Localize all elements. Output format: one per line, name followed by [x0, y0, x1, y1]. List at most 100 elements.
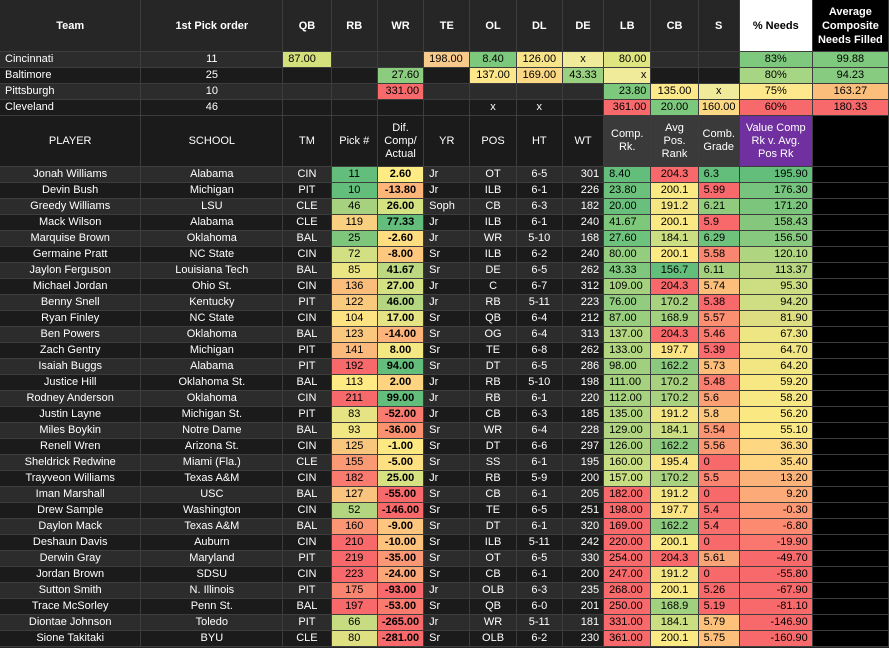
row-spacer: [812, 294, 889, 311]
player-cell: 197.7: [650, 502, 699, 519]
player-cell: 0: [698, 566, 740, 583]
row-spacer: [812, 166, 889, 183]
player-cell: 0: [698, 486, 740, 503]
player-cell: 5.4: [698, 502, 740, 519]
player-header-cell: Value Comp Rk v. Avg. Pos Rk: [739, 115, 813, 167]
player-cell: CLE: [282, 198, 332, 215]
player-school: Penn St.: [140, 598, 284, 615]
player-cell: 200.1: [650, 582, 699, 599]
player-cell: 5-9: [516, 470, 563, 487]
player-name: Miles Boykin: [0, 422, 142, 439]
row-spacer: [812, 230, 889, 247]
player-cell: PIT: [282, 550, 332, 567]
player-header-row: PLAYER SCHOOL TM Pick # Dif. Comp/ Actual YR P…: [0, 115, 889, 167]
player-cell: 8.40: [603, 166, 652, 183]
player-cell: 192: [331, 358, 378, 375]
player-cell: -24.00: [377, 566, 425, 583]
player-cell: 27.00: [377, 278, 425, 295]
player-cell: Sr: [423, 438, 471, 455]
player-cell: 133.00: [603, 342, 652, 359]
player-cell: 228: [562, 422, 605, 439]
team-cell: [423, 99, 471, 116]
player-cell: Jr: [423, 214, 471, 231]
player-school: BYU: [140, 630, 284, 647]
player-header-cell: HT: [516, 115, 563, 167]
player-cell: QB: [469, 310, 517, 327]
player-cell: 5.6: [698, 390, 740, 407]
player-cell: 113: [331, 374, 378, 391]
player-cell: 66: [331, 614, 378, 631]
player-cell: 81.90: [739, 310, 813, 327]
player-cell: Sr: [423, 246, 471, 263]
player-name: Jordan Brown: [0, 566, 142, 583]
row-spacer: [812, 422, 889, 439]
player-name: Sione Takitaki: [0, 630, 142, 647]
player-cell: 5.54: [698, 422, 740, 439]
player-cell: 112.00: [603, 390, 652, 407]
player-cell: 195: [562, 454, 605, 471]
player-cell: 184.1: [650, 614, 699, 631]
player-cell: 198: [562, 374, 605, 391]
team-name: Pittsburgh: [0, 83, 142, 100]
row-spacer: [812, 454, 889, 471]
player-cell: 201: [562, 598, 605, 615]
row-spacer: [812, 598, 889, 615]
team-row: Cincinnati 11 87.00 198.00 8.40 126.00 x 80.00 8…: [0, 51, 889, 68]
player-cell: 211: [331, 390, 378, 407]
player-school: Auburn: [140, 534, 284, 551]
player-school: Arizona St.: [140, 438, 284, 455]
player-cell: 6-6: [516, 438, 563, 455]
row-spacer: [812, 342, 889, 359]
team-cell: 180.33: [812, 99, 889, 116]
player-cell: 195.90: [739, 166, 813, 183]
player-cell: 197: [331, 598, 378, 615]
player-cell: 64.20: [739, 358, 813, 375]
player-cell: 5.38: [698, 294, 740, 311]
player-cell: 58.20: [739, 390, 813, 407]
player-cell: 85: [331, 262, 378, 279]
player-cell: 5-11: [516, 614, 563, 631]
player-cell: 223: [562, 294, 605, 311]
player-cell: 251: [562, 502, 605, 519]
player-cell: 5.74: [698, 278, 740, 295]
team-cell: 331.00: [377, 83, 425, 100]
player-cell: SS: [469, 454, 517, 471]
team-header-row: Team 1st Pick order QB RB WR TE OL DL DE LB CB S% N…: [0, 0, 889, 52]
player-school: Oklahoma: [140, 390, 284, 407]
team-row: Baltimore 25 27.60 137.00 169.00 43.33 x 80% 94.…: [0, 67, 889, 84]
team-cell: [377, 99, 425, 116]
row-spacer: [812, 406, 889, 423]
player-cell: CLE: [282, 454, 332, 471]
player-cell: 83: [331, 406, 378, 423]
player-cell: 23.80: [603, 182, 652, 199]
player-cell: 5.61: [698, 550, 740, 567]
player-cell: -146.00: [377, 502, 425, 519]
player-cell: 250.00: [603, 598, 652, 615]
player-row: Justice Hill Oklahoma St. BAL 113 2.00 Jr RB 5-…: [0, 374, 889, 391]
row-spacer: [812, 374, 889, 391]
player-cell: 5.48: [698, 374, 740, 391]
player-cell: 155: [331, 454, 378, 471]
player-row: Justin Layne Michigan St. PIT 83 -52.00 Jr CB 6…: [0, 406, 889, 423]
player-cell: 80: [331, 630, 378, 647]
player-cell: QB: [469, 598, 517, 615]
player-cell: 6-1: [516, 214, 563, 231]
player-cell: 181: [562, 614, 605, 631]
player-cell: 219: [331, 550, 378, 567]
player-cell: -5.00: [377, 454, 425, 471]
player-row: Derwin Gray Maryland PIT 219 -35.00 Sr OT 6-5 33…: [0, 550, 889, 567]
team-header-cell: Average Composite Needs Filled: [812, 0, 889, 52]
player-cell: 6-8: [516, 342, 563, 359]
player-cell: 5.99: [698, 182, 740, 199]
player-school: Notre Dame: [140, 422, 284, 439]
player-header-cell: Avg Pos. Rank: [650, 115, 699, 167]
player-cell: CIN: [282, 390, 332, 407]
player-cell: 262: [562, 262, 605, 279]
player-cell: RB: [469, 390, 517, 407]
player-cell: 162.2: [650, 518, 699, 535]
player-cell: 6-0: [516, 598, 563, 615]
player-cell: 200.1: [650, 214, 699, 231]
player-row: Zach Gentry Michigan PIT 141 8.00 Sr TE 6-8 262 1…: [0, 342, 889, 359]
player-name: Rodney Anderson: [0, 390, 142, 407]
player-cell: 204.3: [650, 278, 699, 295]
